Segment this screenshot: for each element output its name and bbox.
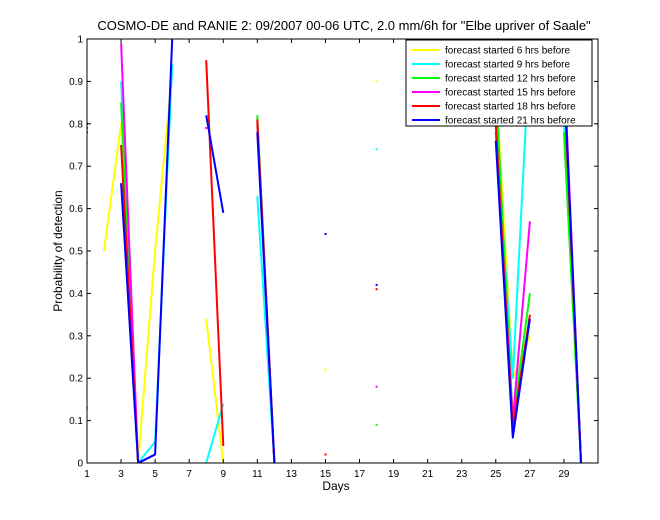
series-line <box>205 60 225 447</box>
axis-layer: 1 3 5 7 9 11 13 15 17 19 21 23 25 27 2900.10.20.30.40.… <box>69 35 598 480</box>
y-tick-label: 0.2 <box>69 374 83 385</box>
legend-label: forecast started 6 hrs before <box>445 46 571 57</box>
legend-label: forecast started 18 hrs before <box>445 102 576 113</box>
series-point <box>324 453 327 456</box>
x-tick-label: 17 <box>354 469 366 480</box>
x-tick-label: 23 <box>456 469 468 480</box>
x-tick-label: 25 <box>490 469 502 480</box>
y-tick-label: 1 <box>77 35 83 46</box>
y-axis-label: Probability of detection <box>51 190 65 311</box>
series-1 <box>103 72 582 463</box>
x-tick-label: 1 <box>84 469 90 480</box>
series-point <box>375 148 378 151</box>
y-tick-label: 0.8 <box>69 119 83 130</box>
legend: forecast started 6 hrs before forecast st… <box>405 39 593 127</box>
x-tick-label: 27 <box>524 469 536 480</box>
series-6 <box>87 39 582 463</box>
series-point <box>375 423 378 426</box>
x-tick-label: 29 <box>558 469 570 480</box>
y-tick-label: 0.3 <box>69 331 83 342</box>
x-tick-label: 5 <box>152 469 158 480</box>
y-tick-label: 0.7 <box>69 162 83 173</box>
series-line <box>205 115 225 213</box>
y-tick-label: 0.1 <box>69 416 83 427</box>
y-tick-label: 0.9 <box>69 77 83 88</box>
x-tick-label: 9 <box>220 469 226 480</box>
x-tick-label: 15 <box>320 469 332 480</box>
x-tick-label: 21 <box>422 469 434 480</box>
series-point <box>375 288 378 291</box>
series-point <box>324 233 327 235</box>
legend-label: forecast started 15 hrs before <box>445 88 576 99</box>
series-point <box>375 385 378 388</box>
x-tick-label: 19 <box>388 469 400 480</box>
x-tick-label: 13 <box>286 469 298 480</box>
series-point <box>205 127 208 129</box>
legend-label: forecast started 9 hrs before <box>445 60 571 71</box>
legend-label: forecast started 21 hrs before <box>445 116 576 127</box>
y-tick-label: 0.4 <box>69 289 83 300</box>
legend-label: forecast started 12 hrs before <box>445 74 576 85</box>
series-point <box>324 368 327 371</box>
series-line <box>562 68 582 463</box>
series-point <box>375 80 378 83</box>
series-point <box>375 283 378 286</box>
series-line <box>120 39 174 463</box>
y-tick-label: 0.6 <box>69 204 83 215</box>
series-line <box>256 132 276 463</box>
series-layer <box>87 39 582 463</box>
series-line <box>494 140 531 439</box>
series-line <box>205 403 225 463</box>
chart-title: COSMO-DE and RANIE 2: 09/2007 00-06 UTC,… <box>97 18 591 33</box>
legend-box <box>405 39 593 127</box>
x-tick-label: 3 <box>118 469 124 480</box>
series-line <box>103 72 174 463</box>
y-tick-label: 0.5 <box>69 247 83 258</box>
x-axis-label: Days <box>322 479 349 493</box>
y-tick-label: 0 <box>77 459 83 470</box>
series-line <box>205 318 225 463</box>
x-tick-label: 7 <box>186 469 192 480</box>
x-tick-label: 11 <box>252 469 263 480</box>
